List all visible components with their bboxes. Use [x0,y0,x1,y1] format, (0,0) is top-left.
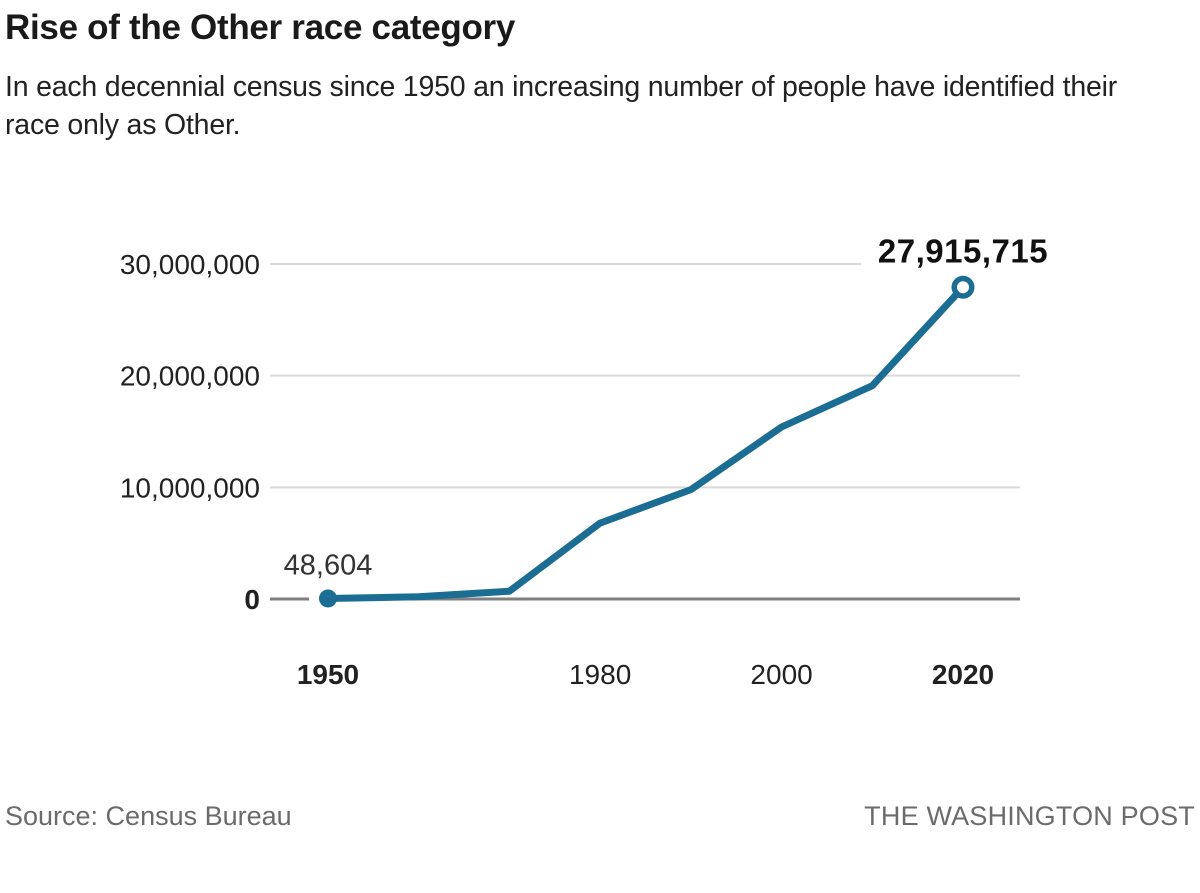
y-axis-labels: 30,000,000 20,000,000 10,000,000 0 [120,249,260,615]
xtick-2020: 2020 [932,659,994,690]
data-line [327,284,966,602]
end-point-marker [951,275,975,299]
end-value-label-bg [861,232,1065,270]
chart-header: Rise of the Other race category In each … [5,8,1195,145]
publisher-credit: THE WASHINGTON POST [864,801,1195,831]
xtick-1980: 1980 [569,659,631,690]
gridlines [270,263,1020,601]
start-point-marker [319,589,337,608]
ytick-zero: 0 [244,584,260,615]
xtick-1950: 1950 [297,659,359,690]
end-value-label: 27,915,715 [878,232,1048,269]
ytick-10m: 10,000,000 [120,472,260,503]
chart-title: Rise of the Other race category [5,8,516,47]
ytick-20m: 20,000,000 [120,361,260,392]
start-value-label: 48,604 [284,549,373,581]
chart-footer: Source: Census Bureau THE WASHINGTON POS… [5,801,1195,832]
xtick-2000: 2000 [750,659,812,690]
chart-subtitle: In each decennial census since 1950 an i… [5,71,1118,142]
source-note: Source: Census Bureau [5,801,292,831]
ytick-30m: 30,000,000 [120,249,260,280]
x-axis-labels: 1950 1980 2000 2020 [297,659,994,690]
